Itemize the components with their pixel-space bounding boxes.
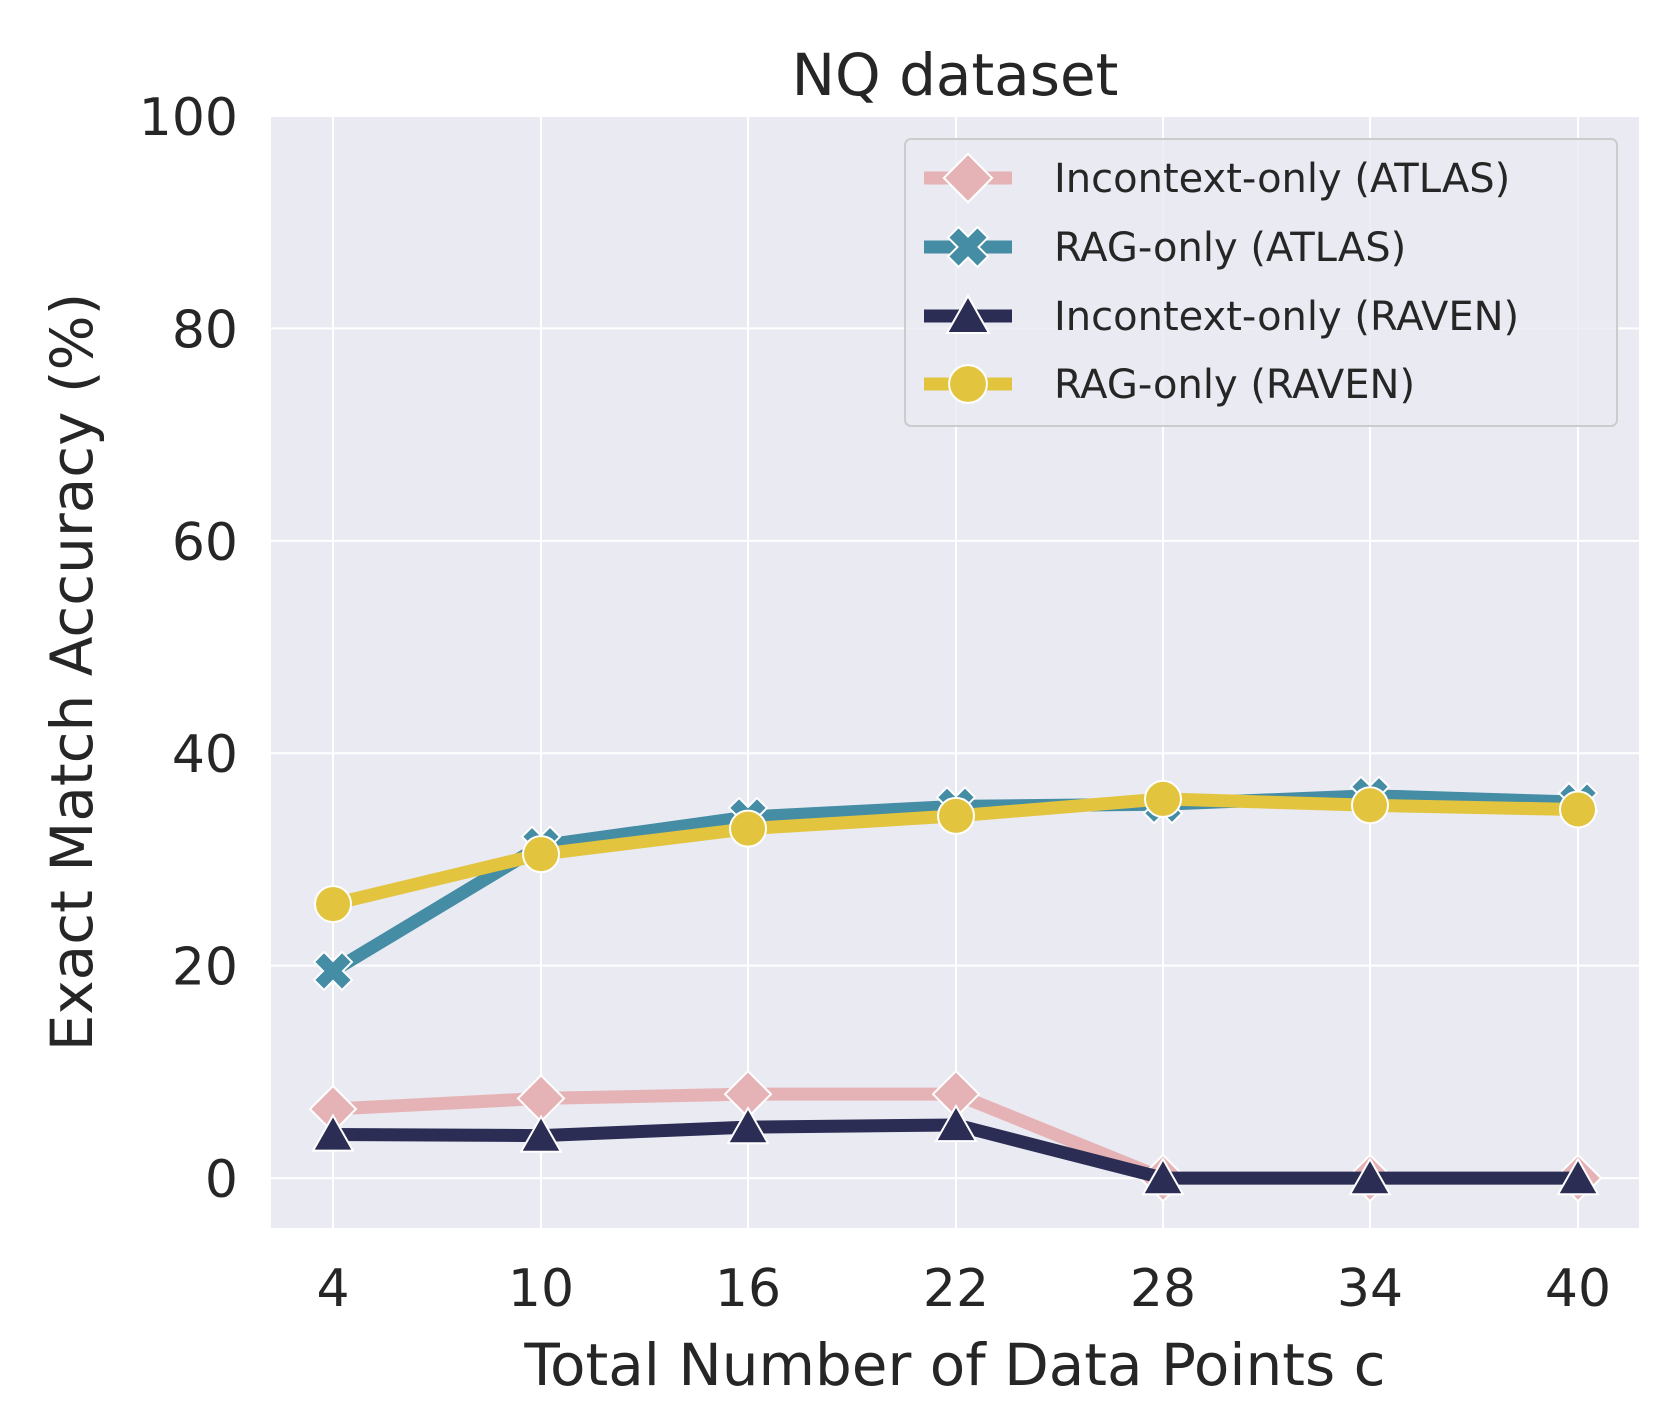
legend-label: Incontext-only (ATLAS) bbox=[1054, 156, 1510, 202]
y-tick-label: 60 bbox=[172, 513, 238, 573]
triangle-marker bbox=[1141, 1157, 1185, 1196]
triangle-marker bbox=[1348, 1157, 1392, 1196]
legend-label: Incontext-only (RAVEN) bbox=[1054, 294, 1519, 340]
circle-marker bbox=[937, 796, 975, 835]
triangle-marker bbox=[311, 1113, 355, 1152]
ticks: 4 10 16 22 28 34 40 0 20 40 60 80 100 bbox=[139, 88, 1611, 1319]
y-tick-label: 40 bbox=[172, 725, 238, 785]
x-marker bbox=[312, 950, 354, 992]
y-axis-label: Exact Match Accuracy (%) bbox=[38, 293, 106, 1052]
legend-label: RAG-only (ATLAS) bbox=[1054, 225, 1406, 271]
legend-label: RAG-only (RAVEN) bbox=[1054, 362, 1415, 408]
x-axis-label: Total Number of Data Points c bbox=[523, 1331, 1385, 1399]
legend-box bbox=[904, 138, 1618, 427]
x-marker bbox=[946, 225, 990, 269]
series-3 bbox=[314, 779, 1597, 924]
y-tick-label: 100 bbox=[139, 88, 238, 148]
y-tick-label: 0 bbox=[205, 1150, 238, 1210]
x-tick-label: 10 bbox=[508, 1259, 574, 1319]
x-tick-label: 16 bbox=[715, 1259, 781, 1319]
triangle-marker bbox=[519, 1114, 563, 1153]
circle-marker bbox=[1351, 786, 1389, 825]
series-2 bbox=[311, 1103, 1600, 1196]
x-tick-label: 28 bbox=[1130, 1259, 1196, 1319]
series-layer bbox=[308, 775, 1603, 1203]
legend: Incontext-only (ATLAS) RAG-only (ATLAS) In… bbox=[904, 138, 1618, 427]
circle-marker bbox=[948, 364, 988, 404]
x-tick-label: 40 bbox=[1545, 1259, 1611, 1319]
diamond-marker bbox=[942, 152, 994, 204]
chart-title: NQ dataset bbox=[792, 41, 1119, 109]
x-tick-label: 34 bbox=[1337, 1259, 1403, 1319]
triangle-marker bbox=[945, 294, 991, 334]
triangle-marker bbox=[1556, 1157, 1600, 1196]
circle-marker bbox=[314, 885, 352, 924]
grid bbox=[271, 115, 1639, 1228]
circle-marker bbox=[1144, 779, 1182, 818]
circle-marker bbox=[729, 809, 767, 848]
y-tick-label: 80 bbox=[172, 300, 238, 360]
x-tick-label: 22 bbox=[923, 1259, 989, 1319]
circle-marker bbox=[522, 835, 560, 874]
circle-marker bbox=[1559, 790, 1597, 829]
x-tick-label: 4 bbox=[316, 1259, 349, 1319]
y-tick-label: 20 bbox=[172, 938, 238, 998]
triangle-marker bbox=[726, 1106, 770, 1145]
triangle-marker bbox=[934, 1103, 978, 1143]
